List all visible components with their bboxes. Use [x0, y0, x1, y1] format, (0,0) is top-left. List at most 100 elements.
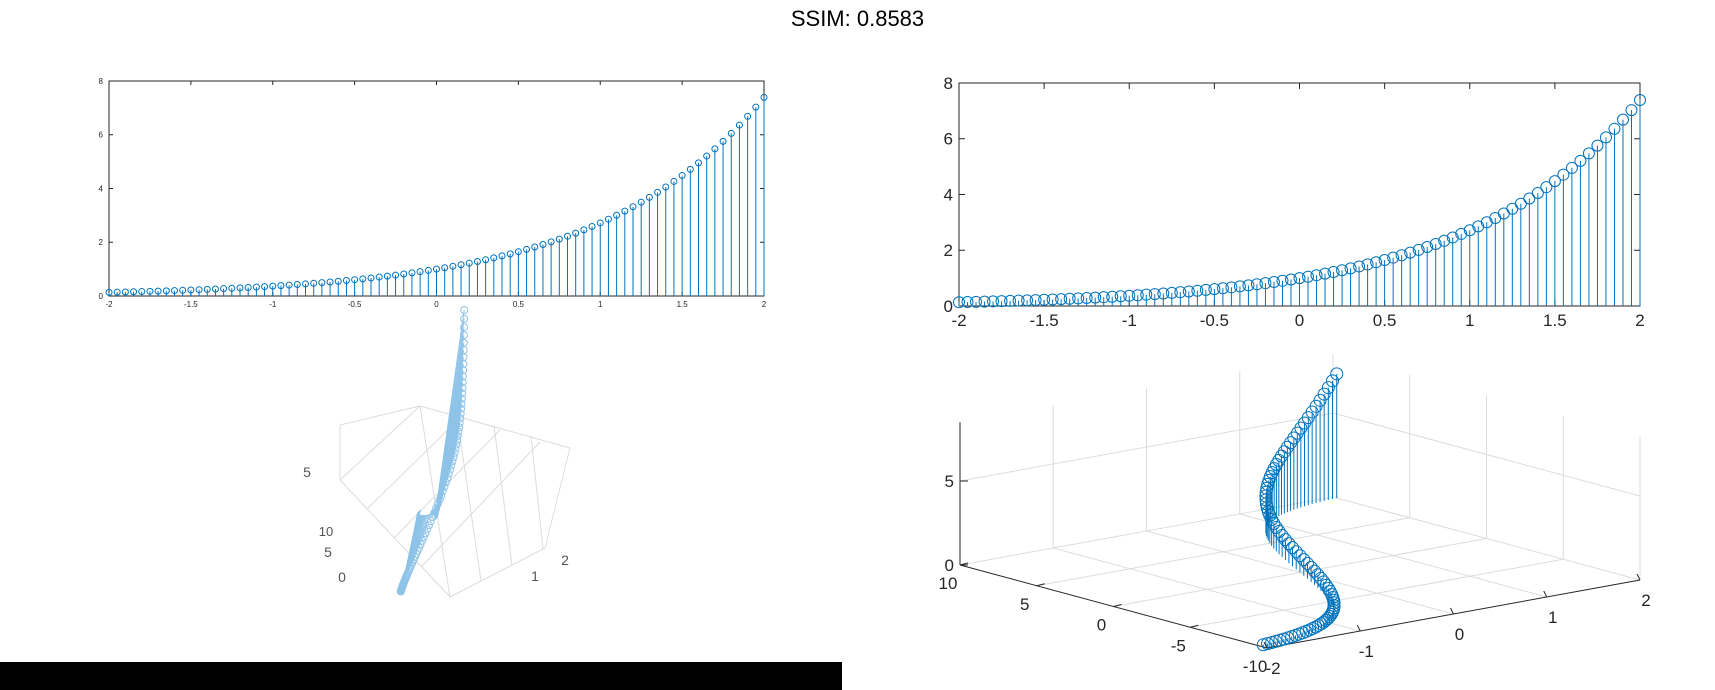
- stem-marker: [351, 276, 359, 284]
- stem-marker: [539, 241, 547, 249]
- stem-marker: [1182, 285, 1195, 298]
- stem-marker: [1314, 617, 1328, 631]
- y-tick-label: 6: [99, 131, 104, 140]
- stem-marker: [1325, 374, 1339, 388]
- y-tick-label: 4: [944, 185, 953, 204]
- y-tick-label: 10: [939, 574, 958, 593]
- y-tick-mark: [1036, 583, 1045, 587]
- stem-marker: [995, 295, 1008, 308]
- stem-marker: [1625, 104, 1638, 117]
- stem-marker: [1259, 277, 1272, 290]
- stem-marker: [1114, 290, 1127, 303]
- stem-marker: [1412, 243, 1425, 256]
- stem-marker: [261, 283, 269, 291]
- x-tick-label: 1.5: [1543, 311, 1567, 330]
- stem-marker: [1021, 294, 1034, 307]
- stem-marker: [1300, 557, 1314, 571]
- y-tick-label: 0: [1097, 616, 1106, 635]
- stem-marker: [1455, 227, 1468, 240]
- stem-marker: [138, 288, 146, 296]
- stem-marker: [987, 295, 1000, 308]
- stem-marker: [1344, 262, 1357, 275]
- stem-marker: [678, 172, 686, 180]
- z-tick-label: 5: [945, 472, 954, 491]
- stem-marker: [1012, 294, 1025, 307]
- stem-marker: [490, 254, 498, 262]
- y-tick-label: 2: [944, 241, 953, 260]
- stem-marker: [1289, 545, 1303, 559]
- stem-marker: [1165, 286, 1178, 299]
- stem-marker: [1284, 273, 1297, 286]
- stem-marker: [416, 540, 425, 549]
- stem-marker: [1286, 541, 1300, 555]
- stem-marker: [1446, 231, 1459, 244]
- stem-marker: [531, 243, 539, 251]
- stem-marker: [1297, 553, 1311, 567]
- stem-marker: [670, 177, 678, 185]
- stem-marker: [179, 286, 187, 294]
- stem-marker: [1308, 564, 1322, 578]
- stem-marker: [1148, 288, 1161, 301]
- stem-marker: [719, 137, 727, 145]
- stem-marker: [162, 287, 170, 295]
- stem-marker: [744, 112, 752, 120]
- stem-marker: [130, 288, 138, 296]
- x-tick-label: 1: [598, 300, 603, 309]
- grid-line: [420, 441, 541, 568]
- grid-line: [1190, 558, 1564, 628]
- y-tick-label: -5: [1171, 636, 1186, 655]
- stem-marker: [1634, 94, 1646, 107]
- stem-marker: [1438, 234, 1451, 247]
- stem-marker: [460, 305, 469, 314]
- stem-marker: [342, 276, 350, 284]
- stem-marker: [1378, 254, 1391, 267]
- stem-marker: [695, 159, 702, 167]
- stem-marker: [277, 282, 285, 290]
- stem-marker: [293, 281, 301, 289]
- stem-marker: [1336, 264, 1349, 277]
- stem-marker: [211, 285, 219, 293]
- stem-marker: [1046, 293, 1059, 306]
- stem-marker: [1361, 258, 1374, 271]
- stem-marker: [383, 272, 391, 280]
- stem-marker: [1287, 431, 1301, 445]
- stem-marker: [121, 288, 129, 296]
- stem-marker: [1319, 578, 1333, 592]
- stem-marker: [645, 193, 653, 201]
- stem-marker: [637, 198, 645, 206]
- stem-marker: [1616, 113, 1629, 126]
- stem-marker: [1557, 168, 1570, 181]
- stem-marker: [498, 252, 506, 260]
- x-tick-mark: [1263, 641, 1268, 649]
- y-tick-label: 10: [319, 524, 333, 539]
- x-tick-label: -2: [105, 300, 113, 309]
- stem-marker: [735, 121, 743, 129]
- stem-marker: [506, 250, 514, 258]
- y-tick-label: -10: [1243, 657, 1268, 676]
- stem-marker: [1421, 240, 1434, 253]
- stem-marker: [572, 229, 580, 237]
- stem-marker: [269, 282, 277, 290]
- stem-marker: [1199, 283, 1212, 296]
- stem-marker: [359, 275, 367, 283]
- stem-marker: [1293, 549, 1307, 563]
- x-tick-label: 0.5: [513, 300, 525, 309]
- stem-marker: [416, 268, 424, 276]
- stem-marker: [1269, 520, 1283, 534]
- y-tick-label: 6: [944, 130, 953, 149]
- stem-line: [424, 514, 428, 530]
- y-tick-label: 5: [1020, 595, 1029, 614]
- stem-marker: [457, 261, 465, 269]
- y-tick-label: 0: [99, 292, 104, 301]
- x-tick-label: -2: [1265, 659, 1280, 678]
- stem-marker: [564, 232, 571, 240]
- grid-line: [456, 415, 482, 582]
- y-tick-label: 4: [99, 184, 104, 193]
- stem-marker: [629, 203, 637, 211]
- x-tick-label: 2: [762, 300, 767, 309]
- stem-marker: [1323, 585, 1337, 599]
- axes-box-top-right: [958, 82, 1641, 307]
- stem-marker: [1310, 269, 1323, 282]
- stem-marker: [244, 283, 252, 291]
